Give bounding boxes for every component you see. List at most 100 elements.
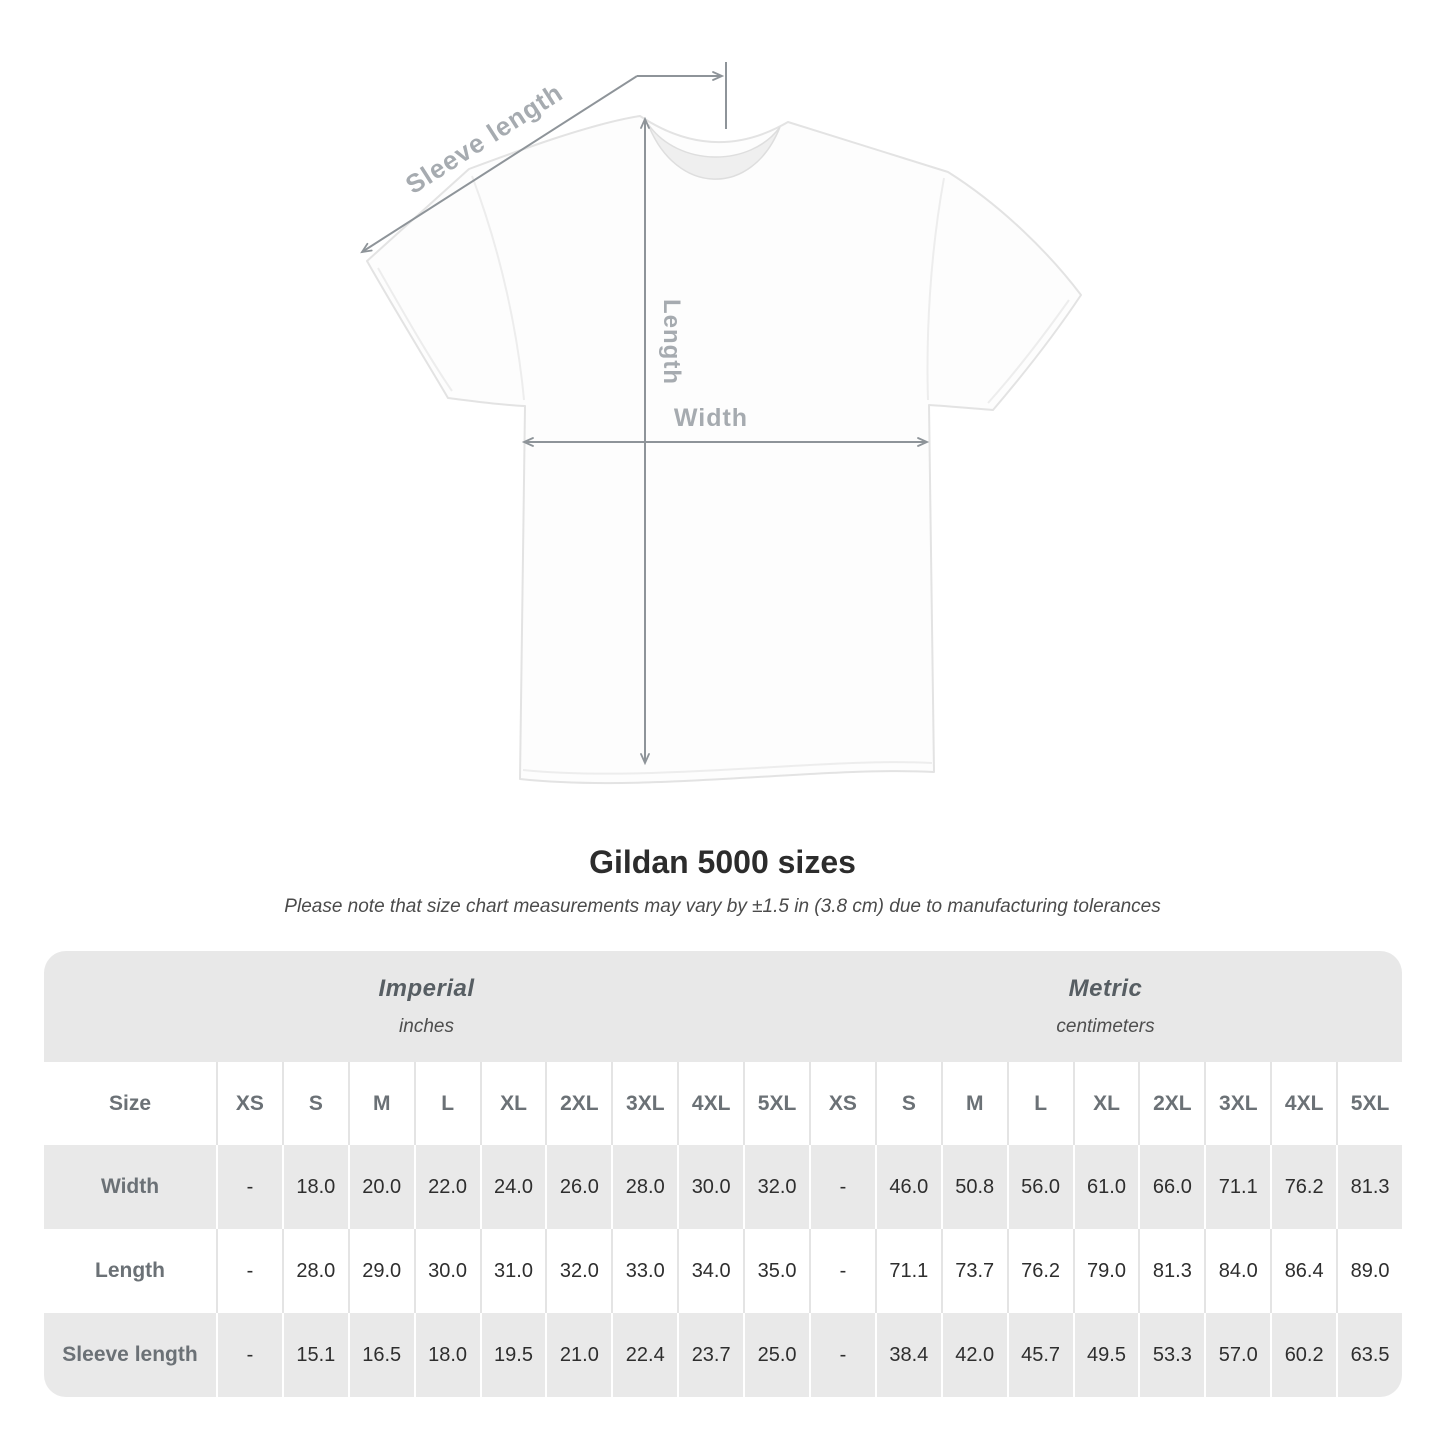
value-width-imperial-s: 18.0 — [281, 1145, 348, 1229]
col-header-imperial-m: M — [347, 1062, 414, 1145]
value-length-imperial-l: 30.0 — [413, 1229, 480, 1313]
value-sleeve-length-imperial-s: 15.1 — [281, 1313, 348, 1397]
value-width-imperial-2xl: 26.0 — [545, 1145, 612, 1229]
measurement-arrows — [360, 62, 930, 766]
value-length-metric-m: 73.7 — [940, 1229, 1007, 1313]
col-header-metric-xs: XS — [808, 1062, 875, 1145]
page-title: Gildan 5000 sizes — [589, 844, 856, 880]
value-sleeve-length-metric-xl: 49.5 — [1072, 1313, 1139, 1397]
value-sleeve-length-metric-l: 45.7 — [1006, 1313, 1073, 1397]
value-sleeve-length-imperial-m: 16.5 — [347, 1313, 414, 1397]
value-sleeve-length-metric-s: 38.4 — [874, 1313, 941, 1397]
right-cuff-hem — [987, 299, 1070, 404]
value-sleeve-length-metric-4xl: 60.2 — [1270, 1313, 1337, 1397]
value-length-metric-2xl: 81.3 — [1138, 1229, 1205, 1313]
value-sleeve-length-imperial-xs: - — [216, 1313, 282, 1397]
col-header-imperial-l: L — [413, 1062, 480, 1145]
col-header-imperial-3xl: 3XL — [611, 1062, 678, 1145]
value-length-imperial-2xl: 32.0 — [545, 1229, 612, 1313]
value-length-imperial-5xl: 35.0 — [743, 1229, 809, 1313]
length-label: Length — [658, 299, 685, 385]
col-header-metric-xl: XL — [1072, 1062, 1139, 1145]
left-sleeve-seam — [471, 175, 525, 401]
col-header-imperial-2xl: 2XL — [545, 1062, 612, 1145]
value-width-imperial-m: 20.0 — [347, 1145, 414, 1229]
collar-opening — [647, 123, 781, 180]
col-header-imperial-4xl: 4XL — [677, 1062, 744, 1145]
value-length-imperial-xs: - — [216, 1229, 282, 1313]
value-width-imperial-xl: 24.0 — [479, 1145, 546, 1229]
col-header-metric-5xl: 5XL — [1336, 1062, 1402, 1145]
value-width-metric-l: 56.0 — [1006, 1145, 1073, 1229]
col-header-metric-s: S — [874, 1062, 941, 1145]
value-sleeve-length-imperial-l: 18.0 — [413, 1313, 480, 1397]
col-header-metric-m: M — [940, 1062, 1007, 1145]
tshirt-image — [366, 115, 1082, 785]
value-width-metric-m: 50.8 — [940, 1145, 1007, 1229]
col-header-metric-2xl: 2XL — [1138, 1062, 1205, 1145]
value-length-metric-4xl: 86.4 — [1270, 1229, 1337, 1313]
row-label-width: Width — [44, 1145, 216, 1229]
imperial-title: Imperial — [378, 975, 475, 1002]
value-width-metric-2xl: 66.0 — [1138, 1145, 1205, 1229]
unit-group-metric: Metric centimeters — [809, 951, 1402, 1062]
tolerance-note: Please note that size chart measurements… — [284, 896, 1161, 917]
value-length-imperial-3xl: 33.0 — [611, 1229, 678, 1313]
value-length-metric-l: 76.2 — [1006, 1229, 1073, 1313]
value-length-metric-s: 71.1 — [874, 1229, 941, 1313]
value-width-metric-xs: - — [808, 1145, 875, 1229]
bottom-hem — [522, 761, 933, 775]
value-length-imperial-s: 28.0 — [281, 1229, 348, 1313]
value-sleeve-length-metric-5xl: 63.5 — [1336, 1313, 1402, 1397]
unit-header-band: Imperial inches Metric centimeters — [44, 951, 1402, 1062]
col-header-imperial-xl: XL — [479, 1062, 546, 1145]
value-width-metric-4xl: 76.2 — [1270, 1145, 1337, 1229]
left-cuff-hem — [377, 267, 453, 392]
value-sleeve-length-imperial-xl: 19.5 — [479, 1313, 546, 1397]
value-length-metric-xs: - — [808, 1229, 875, 1313]
value-width-metric-5xl: 81.3 — [1336, 1145, 1402, 1229]
size-table: Imperial inches Metric centimeters Size X… — [44, 951, 1402, 1397]
size-grid: Size XS S M L XL 2XL 3XL 4XL 5XL XS S M L XL 2XL 3XL 4XL 5… — [44, 1062, 1402, 1397]
value-sleeve-length-imperial-4xl: 23.7 — [677, 1313, 744, 1397]
value-width-metric-3xl: 71.1 — [1204, 1145, 1271, 1229]
sleeve-length-arrow — [360, 75, 638, 254]
col-header-imperial-s: S — [281, 1062, 348, 1145]
value-sleeve-length-imperial-5xl: 25.0 — [743, 1313, 809, 1397]
value-width-metric-s: 46.0 — [874, 1145, 941, 1229]
value-sleeve-length-metric-2xl: 53.3 — [1138, 1313, 1205, 1397]
value-length-imperial-m: 29.0 — [347, 1229, 414, 1313]
value-width-imperial-4xl: 30.0 — [677, 1145, 744, 1229]
col-header-metric-3xl: 3XL — [1204, 1062, 1271, 1145]
width-label: Width — [674, 404, 748, 432]
right-sleeve-seam — [926, 177, 945, 401]
value-length-metric-3xl: 84.0 — [1204, 1229, 1271, 1313]
metric-unit: centimeters — [1056, 1016, 1155, 1037]
col-header-imperial-xs: XS — [216, 1062, 282, 1145]
col-header-size: Size — [44, 1062, 216, 1145]
value-width-imperial-3xl: 28.0 — [611, 1145, 678, 1229]
imperial-unit: inches — [399, 1016, 454, 1037]
value-width-imperial-xs: - — [216, 1145, 282, 1229]
value-length-imperial-4xl: 34.0 — [677, 1229, 744, 1313]
row-label-length: Length — [44, 1229, 216, 1313]
col-header-metric-l: L — [1006, 1062, 1073, 1145]
value-width-imperial-l: 22.0 — [413, 1145, 480, 1229]
metric-title: Metric — [1068, 975, 1143, 1002]
value-width-imperial-5xl: 32.0 — [743, 1145, 809, 1229]
col-header-metric-4xl: 4XL — [1270, 1062, 1337, 1145]
value-sleeve-length-metric-3xl: 57.0 — [1204, 1313, 1271, 1397]
value-sleeve-length-metric-m: 42.0 — [940, 1313, 1007, 1397]
col-header-imperial-5xl: 5XL — [743, 1062, 809, 1145]
value-length-imperial-xl: 31.0 — [479, 1229, 546, 1313]
row-label-sleeve-length: Sleeve length — [44, 1313, 216, 1397]
value-sleeve-length-metric-xs: - — [808, 1313, 875, 1397]
value-sleeve-length-imperial-2xl: 21.0 — [545, 1313, 612, 1397]
value-width-metric-xl: 61.0 — [1072, 1145, 1139, 1229]
unit-group-imperial: Imperial inches — [44, 951, 809, 1062]
value-length-metric-5xl: 89.0 — [1336, 1229, 1402, 1313]
value-sleeve-length-imperial-3xl: 22.4 — [611, 1313, 678, 1397]
value-length-metric-xl: 79.0 — [1072, 1229, 1139, 1313]
